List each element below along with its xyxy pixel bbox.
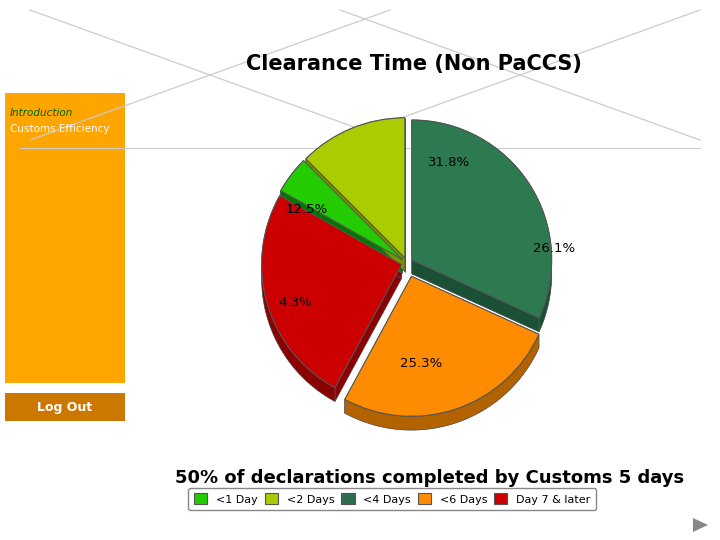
Text: 12.5%: 12.5% xyxy=(285,203,328,217)
Wedge shape xyxy=(261,195,402,388)
Wedge shape xyxy=(345,290,539,430)
Text: 25.3%: 25.3% xyxy=(400,357,442,370)
Text: Introduction: Introduction xyxy=(10,108,73,118)
Polygon shape xyxy=(345,334,539,430)
Polygon shape xyxy=(335,265,402,402)
Wedge shape xyxy=(345,276,539,416)
Text: 31.8%: 31.8% xyxy=(428,156,470,168)
Polygon shape xyxy=(693,518,708,532)
Polygon shape xyxy=(280,195,402,279)
Polygon shape xyxy=(281,160,304,205)
Polygon shape xyxy=(281,191,402,273)
Wedge shape xyxy=(306,118,405,258)
Polygon shape xyxy=(411,276,539,348)
Polygon shape xyxy=(412,120,552,332)
Polygon shape xyxy=(261,195,335,402)
Legend: <1 Day, <2 Days, <4 Days, <6 Days, Day 7 & later: <1 Day, <2 Days, <4 Days, <6 Days, Day 7… xyxy=(189,488,596,510)
Wedge shape xyxy=(281,174,402,273)
Text: 4.3%: 4.3% xyxy=(278,296,312,309)
FancyBboxPatch shape xyxy=(5,393,125,421)
Polygon shape xyxy=(412,260,539,332)
Text: 50% of declarations completed by Customs 5 days
after filing of declaration: 50% of declarations completed by Customs… xyxy=(176,469,685,508)
Title: Clearance Time (Non PaCCS): Clearance Time (Non PaCCS) xyxy=(246,54,582,74)
Wedge shape xyxy=(412,134,552,332)
Polygon shape xyxy=(306,118,405,173)
Wedge shape xyxy=(306,132,405,272)
Polygon shape xyxy=(304,160,402,273)
FancyBboxPatch shape xyxy=(5,93,125,383)
Text: 26.1%: 26.1% xyxy=(533,242,575,255)
Wedge shape xyxy=(412,120,552,318)
Wedge shape xyxy=(261,210,402,402)
Text: Log Out: Log Out xyxy=(37,401,93,414)
Wedge shape xyxy=(281,160,402,260)
Polygon shape xyxy=(345,276,411,413)
Text: Customs Efficiency: Customs Efficiency xyxy=(10,124,109,134)
Polygon shape xyxy=(306,159,405,272)
